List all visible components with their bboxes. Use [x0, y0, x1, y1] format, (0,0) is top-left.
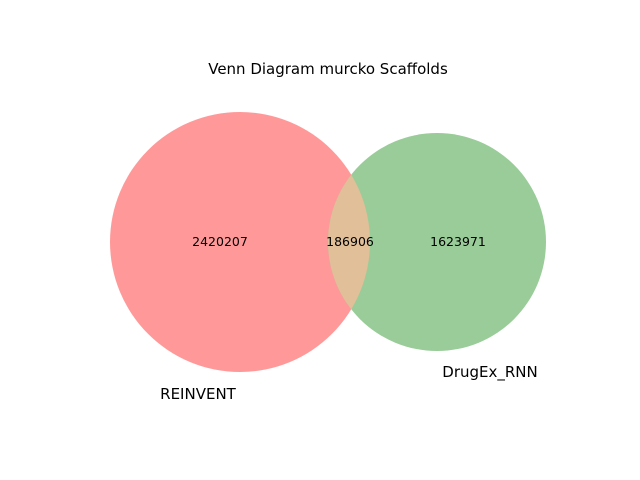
intersection-count: 186906	[326, 234, 374, 249]
set-b-label: DrugEx_RNN	[442, 363, 537, 382]
set-a-label: REINVENT	[160, 385, 237, 403]
diagram-title: Venn Diagram murcko Scaffolds	[208, 60, 448, 78]
set-a-only-count: 2420207	[192, 234, 248, 249]
set-b-circle	[328, 133, 546, 351]
set-a-circle	[110, 112, 370, 372]
set-b-only-count: 1623971	[430, 234, 486, 249]
